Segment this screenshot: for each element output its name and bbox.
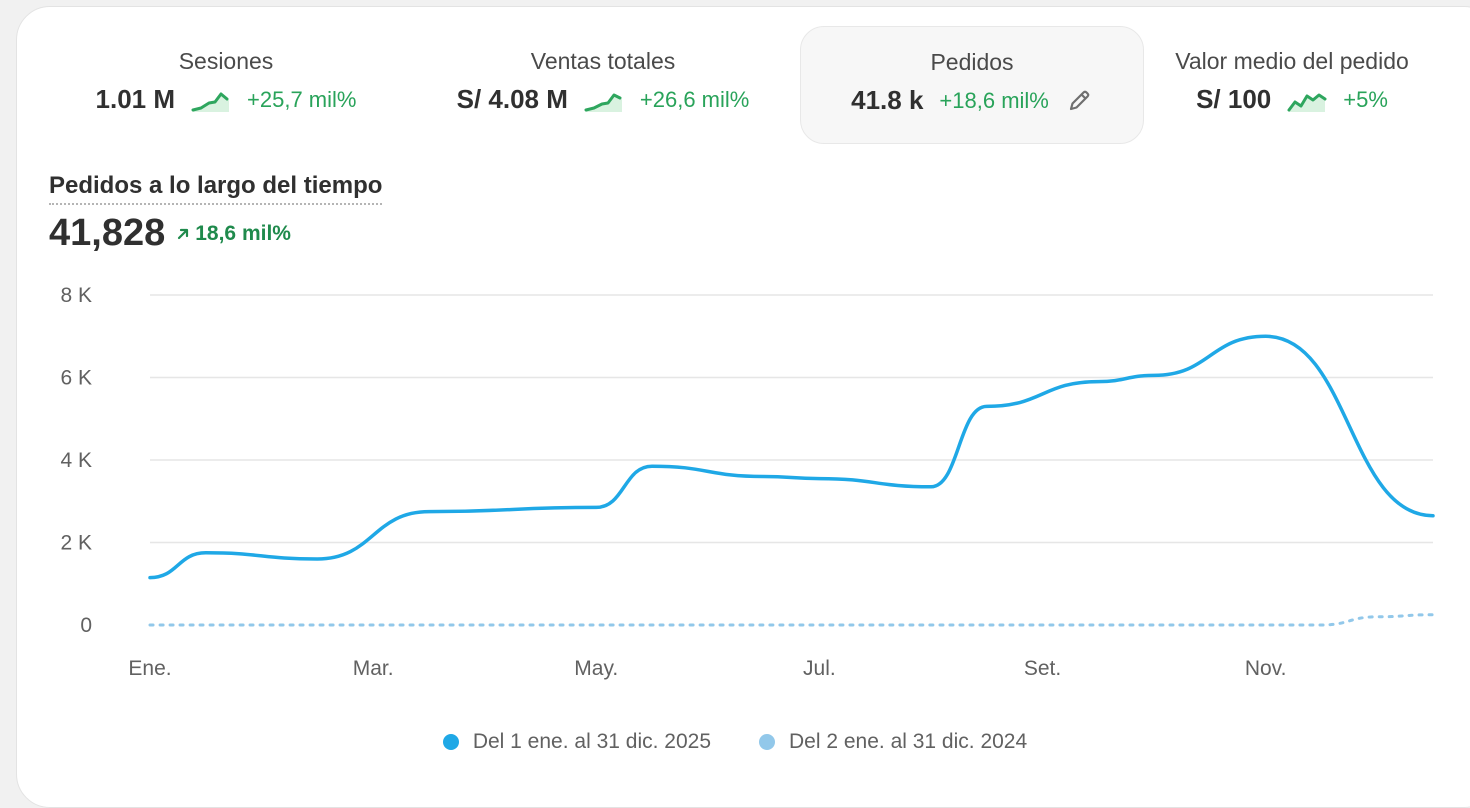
y-tick-label: 6 K <box>60 367 92 390</box>
x-axis-ticks: Ene. Mar. May. Jul. Set. Nov. <box>128 657 1286 680</box>
metric-label: Pedidos <box>930 49 1014 75</box>
metric-orders[interactable]: Pedidos 41.8 k +18,6 mil% <box>800 26 1144 144</box>
x-tick-label: Ene. <box>128 657 171 680</box>
x-tick-label: Jul. <box>803 657 836 680</box>
chart-change-text: 18,6 mil% <box>195 221 291 245</box>
metric-value: 1.01 M <box>95 84 176 114</box>
sparkline-up-icon <box>584 93 622 112</box>
legend-label-current: Del 1 ene. al 31 dic. 2025 <box>472 730 711 753</box>
metric-label: Ventas totales <box>530 48 676 74</box>
chart-total-change: 18,6 mil% <box>175 222 291 246</box>
x-tick-label: May. <box>574 657 618 680</box>
sparkline-up-icon <box>191 92 230 112</box>
y-tick-label: 4 K <box>60 449 92 472</box>
metric-value: 41.8 k <box>851 85 924 115</box>
chart-summary: 41,828 18,6 mil% <box>49 212 291 255</box>
legend-item-current[interactable]: Del 1 ene. al 31 dic. 2025 <box>442 730 711 754</box>
metric-sessions[interactable]: Sesiones 1.01 M +25,7 mil% <box>54 26 398 144</box>
metric-value: S/ 4.08 M <box>456 84 568 114</box>
x-tick-label: Nov. <box>1245 657 1287 680</box>
y-tick-label: 8 K <box>60 284 92 307</box>
series-lines <box>148 334 1435 627</box>
orders-line-chart[interactable]: 0 2 K 4 K 6 K 8 K Ene. Mar. May. Jul. Set. Nov. <box>0 270 1470 700</box>
sparkline-up-icon <box>1287 93 1327 112</box>
metric-value: S/ 100 <box>1196 84 1272 114</box>
analytics-card <box>16 6 1470 808</box>
y-axis-ticks: 0 2 K 4 K 6 K 8 K <box>60 284 92 637</box>
grid-lines <box>150 294 1433 544</box>
series-line-previous[interactable] <box>148 613 1435 627</box>
metric-change: +26,6 mil% <box>639 86 750 112</box>
legend-dot-current <box>442 734 459 750</box>
legend-item-previous[interactable]: Del 2 ene. al 31 dic. 2024 <box>759 730 1027 754</box>
metric-label: Sesiones <box>178 48 274 74</box>
legend-dot-previous <box>759 734 775 750</box>
x-tick-label: Mar. <box>353 657 394 680</box>
metric-change: +5% <box>1343 86 1388 112</box>
metric-total-sales[interactable]: Ventas totales S/ 4.08 M +26,6 mil% <box>430 26 776 144</box>
x-tick-label: Set. <box>1024 657 1061 680</box>
metric-change: +25,7 mil% <box>247 86 357 112</box>
chart-title[interactable]: Pedidos a lo largo del tiempo <box>49 172 383 205</box>
pencil-icon[interactable] <box>1065 87 1093 115</box>
arrow-up-right-icon <box>178 228 189 239</box>
chart-total-value: 41,828 <box>49 212 166 254</box>
metrics-row: Sesiones 1.01 M +25,7 mil% Ventas totale… <box>0 0 1470 160</box>
metric-average-order-value[interactable]: Valor medio del pedido S/ 100 +5% <box>1146 26 1438 144</box>
metric-change: +18,6 mil% <box>939 87 1049 113</box>
legend-label-previous: Del 2 ene. al 31 dic. 2024 <box>789 730 1028 753</box>
metric-label: Valor medio del pedido <box>1175 48 1409 74</box>
chart-legend: Del 1 ene. al 31 dic. 2025 Del 2 ene. al… <box>0 730 1470 754</box>
y-tick-label: 2 K <box>60 532 92 555</box>
y-tick-label: 0 <box>80 614 92 637</box>
series-line-current[interactable] <box>148 334 1435 580</box>
